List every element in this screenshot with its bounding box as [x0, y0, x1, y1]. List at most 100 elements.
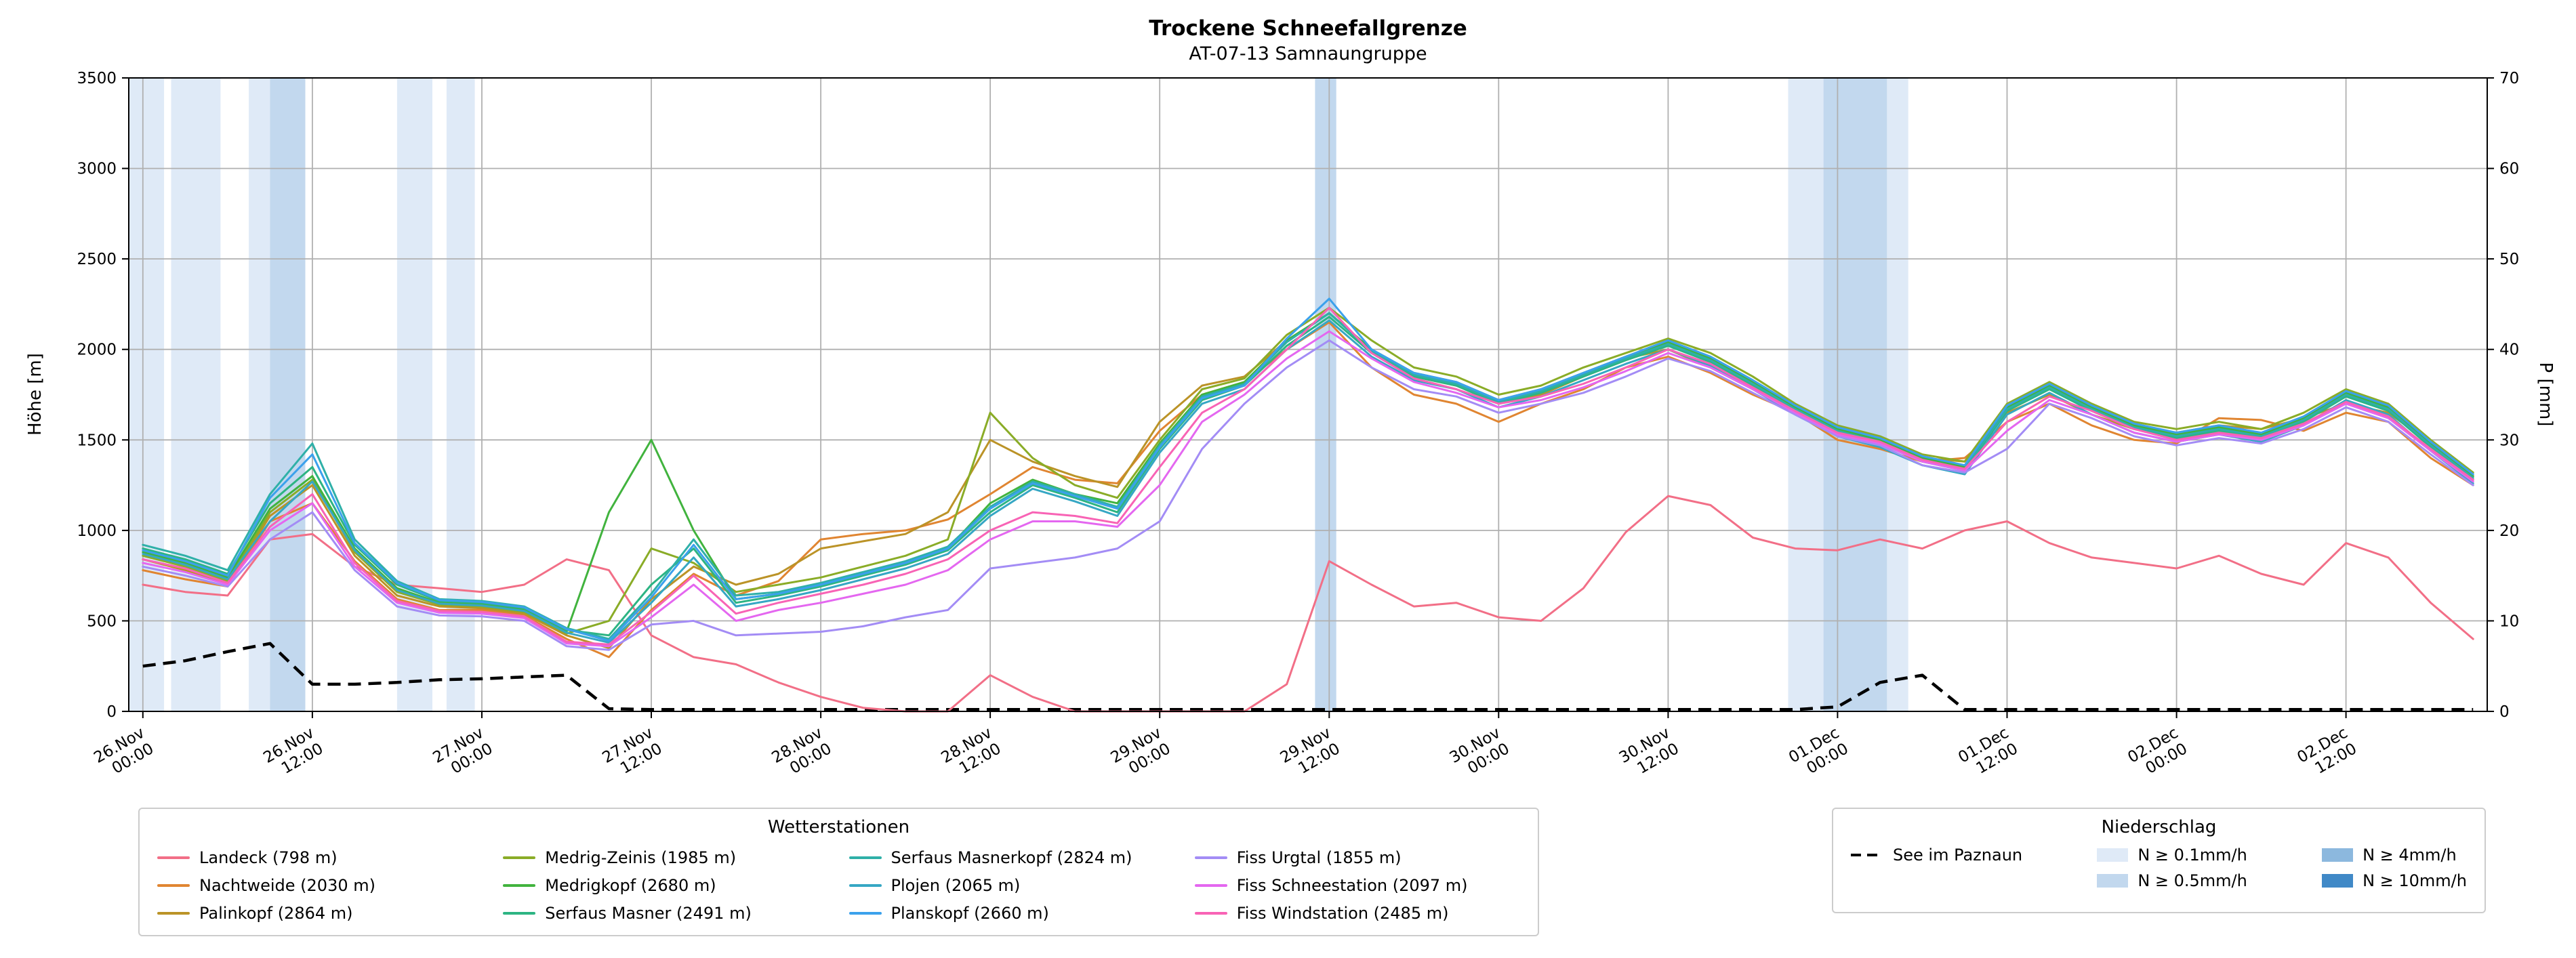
y-tick-label-right: 60: [2499, 161, 2519, 178]
legend-item-n-0-5: N ≥ 0.5mm/h: [2097, 871, 2247, 890]
legend-item-label: N ≥ 10mm/h: [2363, 871, 2467, 890]
legend-precip-body: See im Paznaun N ≥ 0.1mm/h N ≥ 0.5mm/h N …: [1851, 846, 2467, 890]
x-tick-label: 01.Dec12:00: [1955, 724, 2021, 783]
legend-item-label: Serfaus Masnerkopf (2824 m): [891, 848, 1132, 867]
legend-dashed-line-sample: [1851, 854, 1883, 856]
legend-patch-sample: [2097, 848, 2129, 862]
legend-item-fiss-urgtal: Fiss Urgtal (1855 m): [1194, 846, 1520, 869]
series-line-serfaus-masner: [142, 316, 2474, 637]
series-line-palinkopf: [142, 312, 2474, 649]
legend-item-landeck: Landeck (798 m): [157, 846, 483, 869]
x-tick-label: 29.Nov00:00: [1108, 724, 1174, 783]
legend-item-label: Medrigkopf (2680 m): [545, 875, 716, 895]
series-line-fiss-urgtal: [142, 339, 2474, 651]
legend-item-label: Fiss Windstation (2485 m): [1236, 904, 1449, 923]
legend-item-serfaus-masner: Serfaus Masner (2491 m): [503, 902, 828, 925]
legend-line-sample: [157, 912, 190, 915]
legend-line-sample: [849, 883, 882, 887]
legend-item-label: Fiss Urgtal (1855 m): [1236, 848, 1402, 867]
precip-band: [270, 78, 306, 711]
series-line-planskopf: [142, 297, 2474, 642]
y-tick-label-right: 50: [2499, 251, 2519, 268]
precip-band: [129, 78, 165, 711]
legend-item-planskopf: Planskopf (2660 m): [849, 902, 1174, 925]
precip-band: [1887, 78, 1908, 711]
legend-line-sample: [157, 883, 190, 887]
y-tick-label-right: 10: [2499, 612, 2519, 630]
legend-item-medrigkopf: Medrigkopf (2680 m): [503, 873, 828, 897]
series-line-fiss-windstation: [142, 306, 2474, 646]
y-tick-label-right: 20: [2499, 522, 2519, 540]
legend-item-see-im-paznaun: See im Paznaun: [1851, 846, 2022, 865]
y-tick-label-left: 3500: [77, 70, 117, 87]
chart-title: Trockene Schneefallgrenze: [1149, 16, 1467, 41]
x-tick-label: 26.Nov12:00: [260, 724, 326, 783]
x-tick-label: 29.Nov12:00: [1277, 724, 1343, 783]
legend-item-label: N ≥ 0.1mm/h: [2138, 846, 2247, 865]
legend-item-label: Planskopf (2660 m): [891, 904, 1049, 923]
y-tick-label-right: 70: [2499, 70, 2519, 87]
legend-precip-column-b: N ≥ 4mm/h N ≥ 10mm/h: [2322, 846, 2467, 890]
series-line-fiss-schneestation: [142, 330, 2474, 648]
legend-item-n-10: N ≥ 10mm/h: [2322, 871, 2467, 890]
legend-item-plojen: Plojen (2065 m): [849, 873, 1174, 897]
legend-item-label: Medrig-Zeinis (1985 m): [545, 848, 737, 867]
legend-item-label: Palinkopf (2864 m): [199, 904, 353, 923]
x-tick-label: 26.Nov00:00: [91, 724, 157, 783]
y-tick-label-right: 0: [2499, 703, 2510, 721]
precip-band: [1788, 78, 1824, 711]
x-tick-label: 27.Nov12:00: [599, 724, 665, 783]
series-line-plojen: [142, 319, 2474, 644]
legend-patch-sample: [2322, 874, 2354, 888]
legend-item-n-0-1: N ≥ 0.1mm/h: [2097, 846, 2247, 865]
x-tick-label: 28.Nov12:00: [939, 724, 1004, 783]
precip-band: [249, 78, 270, 711]
legend-item-label: Plojen (2065 m): [891, 875, 1021, 895]
y-tick-label-left: 0: [106, 703, 117, 721]
legend-stations-items: Landeck (798 m) Nachtweide (2030 m) Palink…: [157, 846, 1520, 925]
legend-niederschlag: Niederschlag See im Paznaun N ≥ 0.1mm/h N…: [1832, 808, 2486, 913]
legend-line-sample: [503, 856, 536, 859]
series-line-medrigkopf: [142, 312, 2474, 633]
y-tick-label-left: 500: [87, 612, 117, 630]
line-see-im-paznaun: [142, 642, 2474, 711]
x-tick-label: 28.Nov00:00: [769, 724, 835, 783]
legend-item-serfaus-masnerkopf: Serfaus Masnerkopf (2824 m): [849, 846, 1174, 869]
precip-band: [1315, 78, 1336, 711]
legend-line-sample: [1194, 856, 1227, 859]
precip-band: [396, 78, 432, 711]
y-tick-label-right: 40: [2499, 341, 2519, 359]
legend-patch-sample: [2097, 874, 2129, 888]
y-tick-label-left: 1000: [77, 522, 117, 540]
y-axis-label-right: P [mm]: [2535, 362, 2556, 427]
x-tick-label: 02.Dec00:00: [2125, 724, 2190, 783]
y-tick-label-left: 3000: [77, 161, 117, 178]
legend-line-sample: [503, 883, 536, 887]
chart-subtitle: AT-07-13 Samnaungruppe: [1189, 43, 1427, 64]
x-tick-label: 01.Dec00:00: [1786, 724, 1852, 783]
y-axis-label-left: Höhe [m]: [25, 353, 45, 436]
y-tick-label-left: 2000: [77, 341, 117, 359]
legend-stations-title: Wetterstationen: [767, 817, 910, 837]
legend-line-sample: [157, 856, 190, 859]
precip-band: [1823, 78, 1887, 711]
legend-item-palinkopf: Palinkopf (2864 m): [157, 902, 483, 925]
legend-item-label: Fiss Schneestation (2097 m): [1236, 875, 1468, 895]
legend-line-sample: [1194, 883, 1227, 887]
legend-item-fiss-windstation: Fiss Windstation (2485 m): [1194, 902, 1520, 925]
legend-item-label: See im Paznaun: [1893, 846, 2023, 865]
x-tick-label: 02.Dec12:00: [2294, 724, 2360, 783]
legend-item-label: N ≥ 0.5mm/h: [2138, 871, 2247, 890]
legend-item-fiss-schneestation: Fiss Schneestation (2097 m): [1194, 873, 1520, 897]
series-line-landeck: [142, 495, 2474, 713]
x-tick-label: 27.Nov00:00: [430, 724, 495, 783]
x-tick-label: 30.Nov12:00: [1616, 724, 1682, 783]
legend-precip-column-a: N ≥ 0.1mm/h N ≥ 0.5mm/h: [2097, 846, 2247, 890]
series-line-medrig-zeinis: [142, 306, 2474, 635]
legend-paznaun-column: See im Paznaun: [1851, 846, 2022, 865]
legend-precip-title: Niederschlag: [2101, 817, 2217, 837]
legend-item-n-4: N ≥ 4mm/h: [2322, 846, 2467, 865]
plot-border: [128, 77, 2488, 712]
legend-wetterstationen: Wetterstationen Landeck (798 m) Nachtweid…: [138, 808, 1539, 936]
